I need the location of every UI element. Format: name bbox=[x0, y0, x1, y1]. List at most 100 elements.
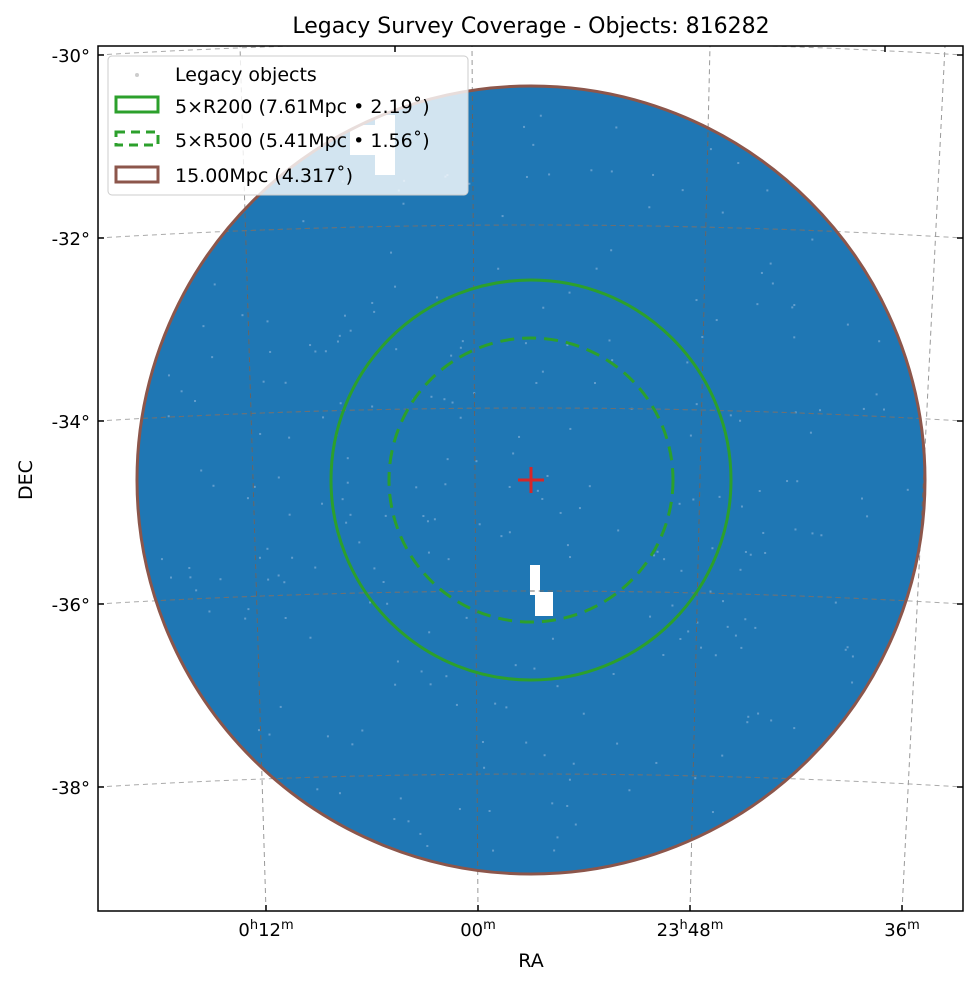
sparse-point bbox=[655, 761, 658, 764]
sparse-point bbox=[244, 617, 247, 620]
sparse-point bbox=[266, 547, 269, 550]
sparse-point bbox=[878, 340, 881, 343]
sparse-point bbox=[588, 485, 591, 488]
sparse-point bbox=[445, 675, 448, 678]
sparse-point bbox=[834, 601, 837, 604]
sparse-point bbox=[793, 304, 796, 307]
sparse-point bbox=[568, 778, 571, 781]
sparse-point bbox=[208, 610, 211, 613]
sparse-point bbox=[572, 762, 575, 765]
sparse-point bbox=[709, 590, 712, 593]
sparse-point bbox=[211, 356, 214, 359]
sparse-point bbox=[349, 513, 352, 516]
sparse-point bbox=[819, 409, 822, 412]
sparse-point bbox=[566, 804, 569, 807]
sparse-point bbox=[382, 581, 385, 584]
sparse-point bbox=[701, 335, 704, 338]
sparse-point bbox=[277, 574, 280, 577]
sparse-point bbox=[314, 350, 317, 353]
sparse-point bbox=[764, 551, 767, 554]
sparse-point bbox=[744, 618, 747, 621]
sparse-point bbox=[679, 638, 682, 641]
sparse-point bbox=[758, 490, 761, 493]
sparse-point bbox=[195, 589, 198, 592]
sparse-point bbox=[241, 314, 244, 317]
sparse-point bbox=[726, 625, 729, 628]
sparse-point bbox=[433, 518, 436, 521]
sparse-point bbox=[883, 408, 886, 411]
sparse-point bbox=[523, 125, 526, 128]
sparse-point bbox=[288, 436, 291, 439]
sparse-point bbox=[711, 547, 714, 550]
sparse-point bbox=[501, 215, 504, 218]
sparse-point bbox=[535, 381, 538, 384]
ra-gridline-inner bbox=[471, 86, 479, 874]
sparse-point bbox=[551, 802, 554, 805]
sparse-point bbox=[711, 811, 714, 814]
sparse-point bbox=[277, 476, 280, 479]
sparse-point bbox=[384, 514, 387, 517]
sparse-point bbox=[696, 621, 699, 624]
sparse-point bbox=[444, 483, 447, 486]
sparse-point bbox=[769, 262, 772, 265]
sparse-point bbox=[390, 251, 393, 254]
legend-label-15mpc: 15.00Mpc (4.317˚) bbox=[175, 165, 353, 187]
sparse-point bbox=[373, 310, 376, 313]
sparse-point bbox=[407, 820, 410, 823]
sparse-point bbox=[574, 823, 577, 826]
ra-gridline bbox=[471, 46, 479, 911]
sparse-point bbox=[747, 715, 750, 718]
sparse-point bbox=[514, 664, 517, 667]
sparse-point bbox=[541, 497, 544, 500]
y-tick-label: -32° bbox=[52, 229, 90, 250]
sparse-point bbox=[459, 416, 462, 419]
sparse-point bbox=[338, 792, 341, 795]
sparse-point bbox=[369, 601, 372, 604]
sparse-point bbox=[809, 431, 812, 434]
sparse-point bbox=[721, 754, 724, 757]
sparse-point bbox=[739, 419, 742, 422]
sparse-point bbox=[611, 359, 614, 362]
sparse-point bbox=[213, 283, 216, 286]
dec-gridline bbox=[98, 773, 963, 788]
r200-circle bbox=[329, 278, 733, 682]
sparse-point bbox=[533, 667, 536, 670]
sparse-point bbox=[167, 415, 170, 418]
sparse-point bbox=[475, 460, 478, 463]
sparse-point bbox=[689, 434, 692, 437]
sparse-point bbox=[851, 655, 854, 658]
sparse-point bbox=[497, 267, 500, 270]
sparse-point bbox=[722, 600, 725, 603]
sparse-point bbox=[766, 189, 769, 192]
sparse-point bbox=[756, 303, 759, 306]
sparse-point bbox=[794, 411, 797, 414]
sparse-point bbox=[194, 400, 197, 403]
sparse-point bbox=[468, 182, 471, 185]
x-tick-label: 00m bbox=[460, 918, 496, 941]
sparse-point bbox=[536, 489, 539, 492]
sparse-point bbox=[680, 569, 683, 572]
sparse-point bbox=[494, 702, 497, 705]
sparse-point bbox=[566, 544, 569, 547]
sparse-point bbox=[508, 485, 511, 488]
sparse-point bbox=[321, 502, 324, 505]
sparse-point bbox=[740, 646, 743, 649]
sparse-point bbox=[427, 551, 430, 554]
sparse-point bbox=[180, 390, 183, 393]
sparse-point bbox=[419, 832, 422, 835]
ra-gridline bbox=[689, 46, 711, 911]
y-tick-label: -36° bbox=[52, 595, 90, 616]
sparse-point bbox=[740, 505, 743, 508]
sparse-point bbox=[794, 528, 797, 531]
sparse-point bbox=[481, 740, 484, 743]
sparse-point bbox=[336, 340, 339, 343]
sparse-point bbox=[461, 340, 464, 343]
sparse-point bbox=[262, 380, 265, 383]
sparse-point bbox=[692, 498, 695, 501]
sparse-point bbox=[734, 634, 737, 637]
sparse-point bbox=[791, 306, 794, 309]
sparse-point bbox=[718, 495, 721, 498]
sparse-point bbox=[578, 507, 581, 510]
sparse-point bbox=[796, 480, 799, 483]
dec-gridline bbox=[98, 46, 963, 56]
